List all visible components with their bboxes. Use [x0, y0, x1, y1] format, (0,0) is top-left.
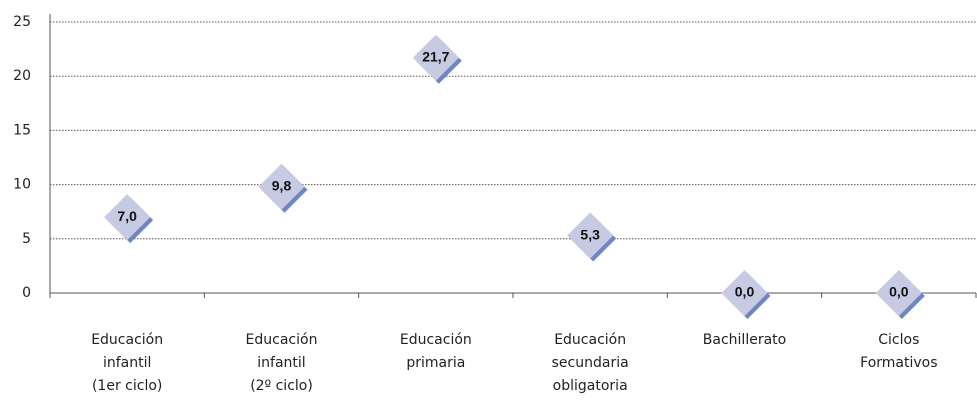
marker-face [875, 270, 922, 316]
y-tick-label: 0 [22, 285, 31, 301]
value-label: 21,7 [422, 48, 449, 64]
marker [875, 270, 925, 319]
marker [567, 212, 617, 262]
marker [104, 194, 154, 244]
y-tick-label: 20 [13, 68, 31, 84]
x-tick-label: Formativos [860, 355, 937, 371]
value-label: 5,3 [580, 226, 600, 242]
y-tick-label: 10 [13, 177, 31, 193]
value-label: 7,0 [117, 208, 137, 224]
marker-face [567, 212, 614, 259]
value-label: 0,0 [889, 284, 909, 300]
marker-face [258, 163, 305, 210]
marker [258, 163, 308, 213]
x-tick-label: infantil [257, 355, 305, 371]
x-tick-label: obligatoria [553, 378, 628, 394]
x-tick-label: (2º ciclo) [250, 378, 313, 394]
x-tick-label: primaria [406, 355, 465, 371]
marker [412, 34, 462, 84]
marker-face [721, 270, 768, 316]
x-tick-label: secundaria [552, 355, 629, 371]
value-label: 0,0 [735, 284, 755, 300]
y-tick-label: 5 [22, 231, 31, 247]
x-tick-label: Educación [91, 332, 163, 348]
marker [721, 270, 771, 319]
y-tick-label: 25 [13, 14, 31, 30]
value-label: 9,8 [272, 177, 292, 193]
marker-face [412, 34, 459, 81]
x-tick-label: Educación [400, 332, 472, 348]
marker-face [104, 194, 151, 241]
y-tick-label: 15 [13, 122, 31, 138]
x-tick-label: (1er ciclo) [92, 378, 162, 394]
x-tick-label: infantil [103, 355, 151, 371]
x-tick-label: Educación [554, 332, 626, 348]
x-tick-label: Ciclos [878, 332, 919, 348]
x-tick-label: Educación [246, 332, 318, 348]
x-tick-label: Bachillerato [703, 332, 786, 348]
